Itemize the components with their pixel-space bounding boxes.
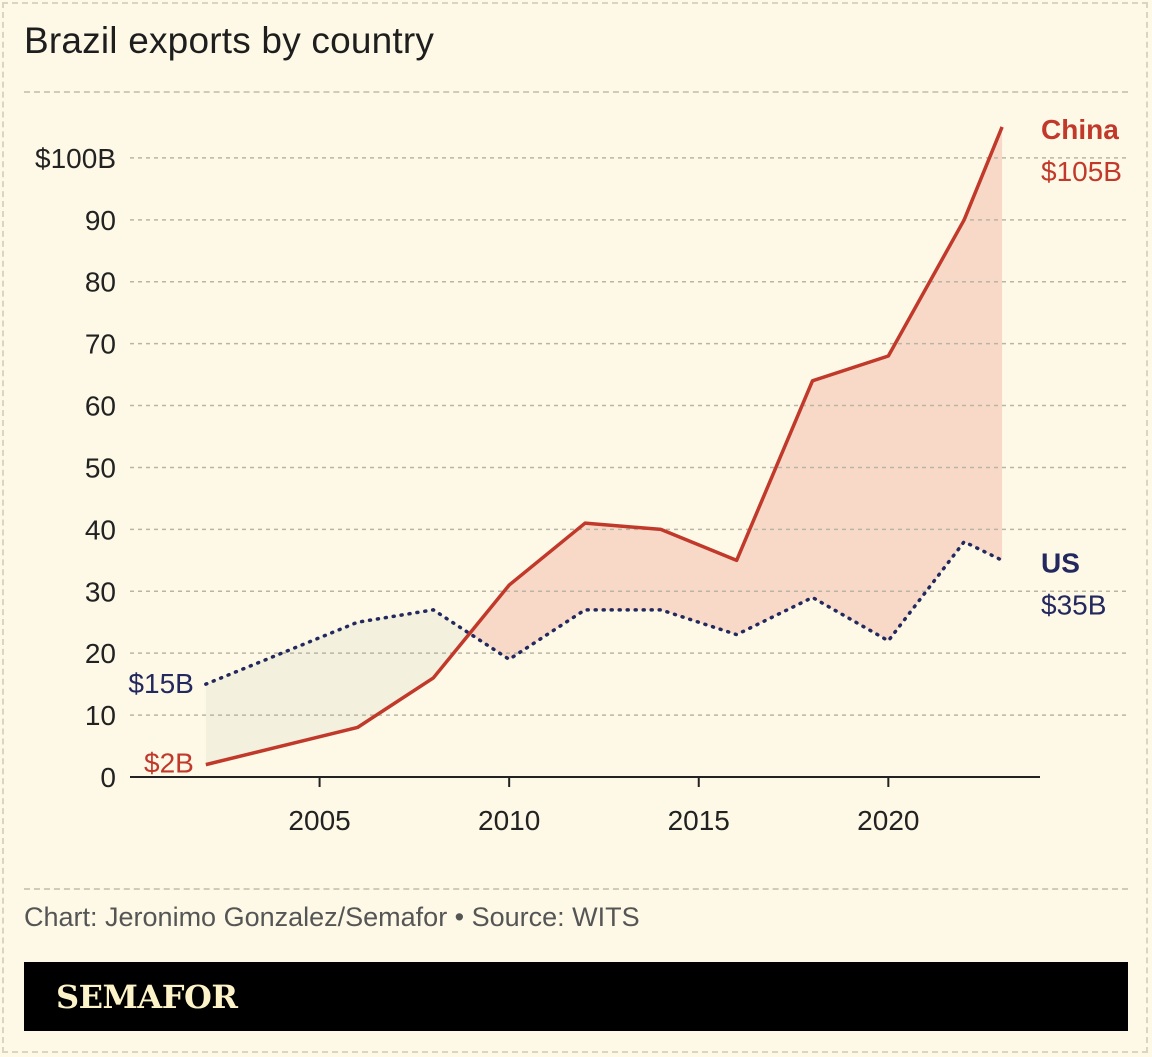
y-tick-label: 90 (85, 205, 116, 236)
china-end-label: $105B (1041, 156, 1122, 187)
x-tick-label: 2015 (668, 805, 730, 836)
x-tick-label: 2010 (478, 805, 540, 836)
x-tick-label: 2005 (288, 805, 350, 836)
us-series-label: US (1041, 547, 1080, 578)
us-start-label: $15B (128, 668, 193, 699)
top-divider (24, 91, 1128, 93)
brand-bar: SEMAFOR (24, 962, 1128, 1031)
y-tick-label: 70 (85, 329, 116, 360)
china-line (205, 126, 1004, 767)
chart-credit: Chart: Jeronimo Gonzalez/Semafor • Sourc… (24, 902, 640, 932)
y-tick-label: 80 (85, 267, 116, 298)
us-lead-area (205, 609, 470, 765)
y-tick-label: 50 (85, 452, 116, 483)
us-end-label: $35B (1041, 589, 1106, 620)
bottom-divider (24, 888, 1128, 890)
x-tick-label: 2020 (857, 805, 919, 836)
y-tick-label: 60 (85, 391, 116, 422)
us-line (204, 539, 1004, 686)
chart-title: Brazil exports by country (24, 20, 435, 61)
china-lead-area (469, 126, 1003, 660)
y-tick-label: $100B (35, 143, 116, 174)
y-tick-label: 0 (100, 762, 116, 793)
china-start-label: $2B (144, 748, 194, 779)
y-tick-label: 20 (85, 638, 116, 669)
semafor-logo: SEMAFOR (56, 978, 238, 1016)
y-tick-label: 40 (85, 514, 116, 545)
y-tick-label: 10 (85, 700, 116, 731)
china-series-label: China (1041, 114, 1119, 145)
y-tick-label: 30 (85, 576, 116, 607)
